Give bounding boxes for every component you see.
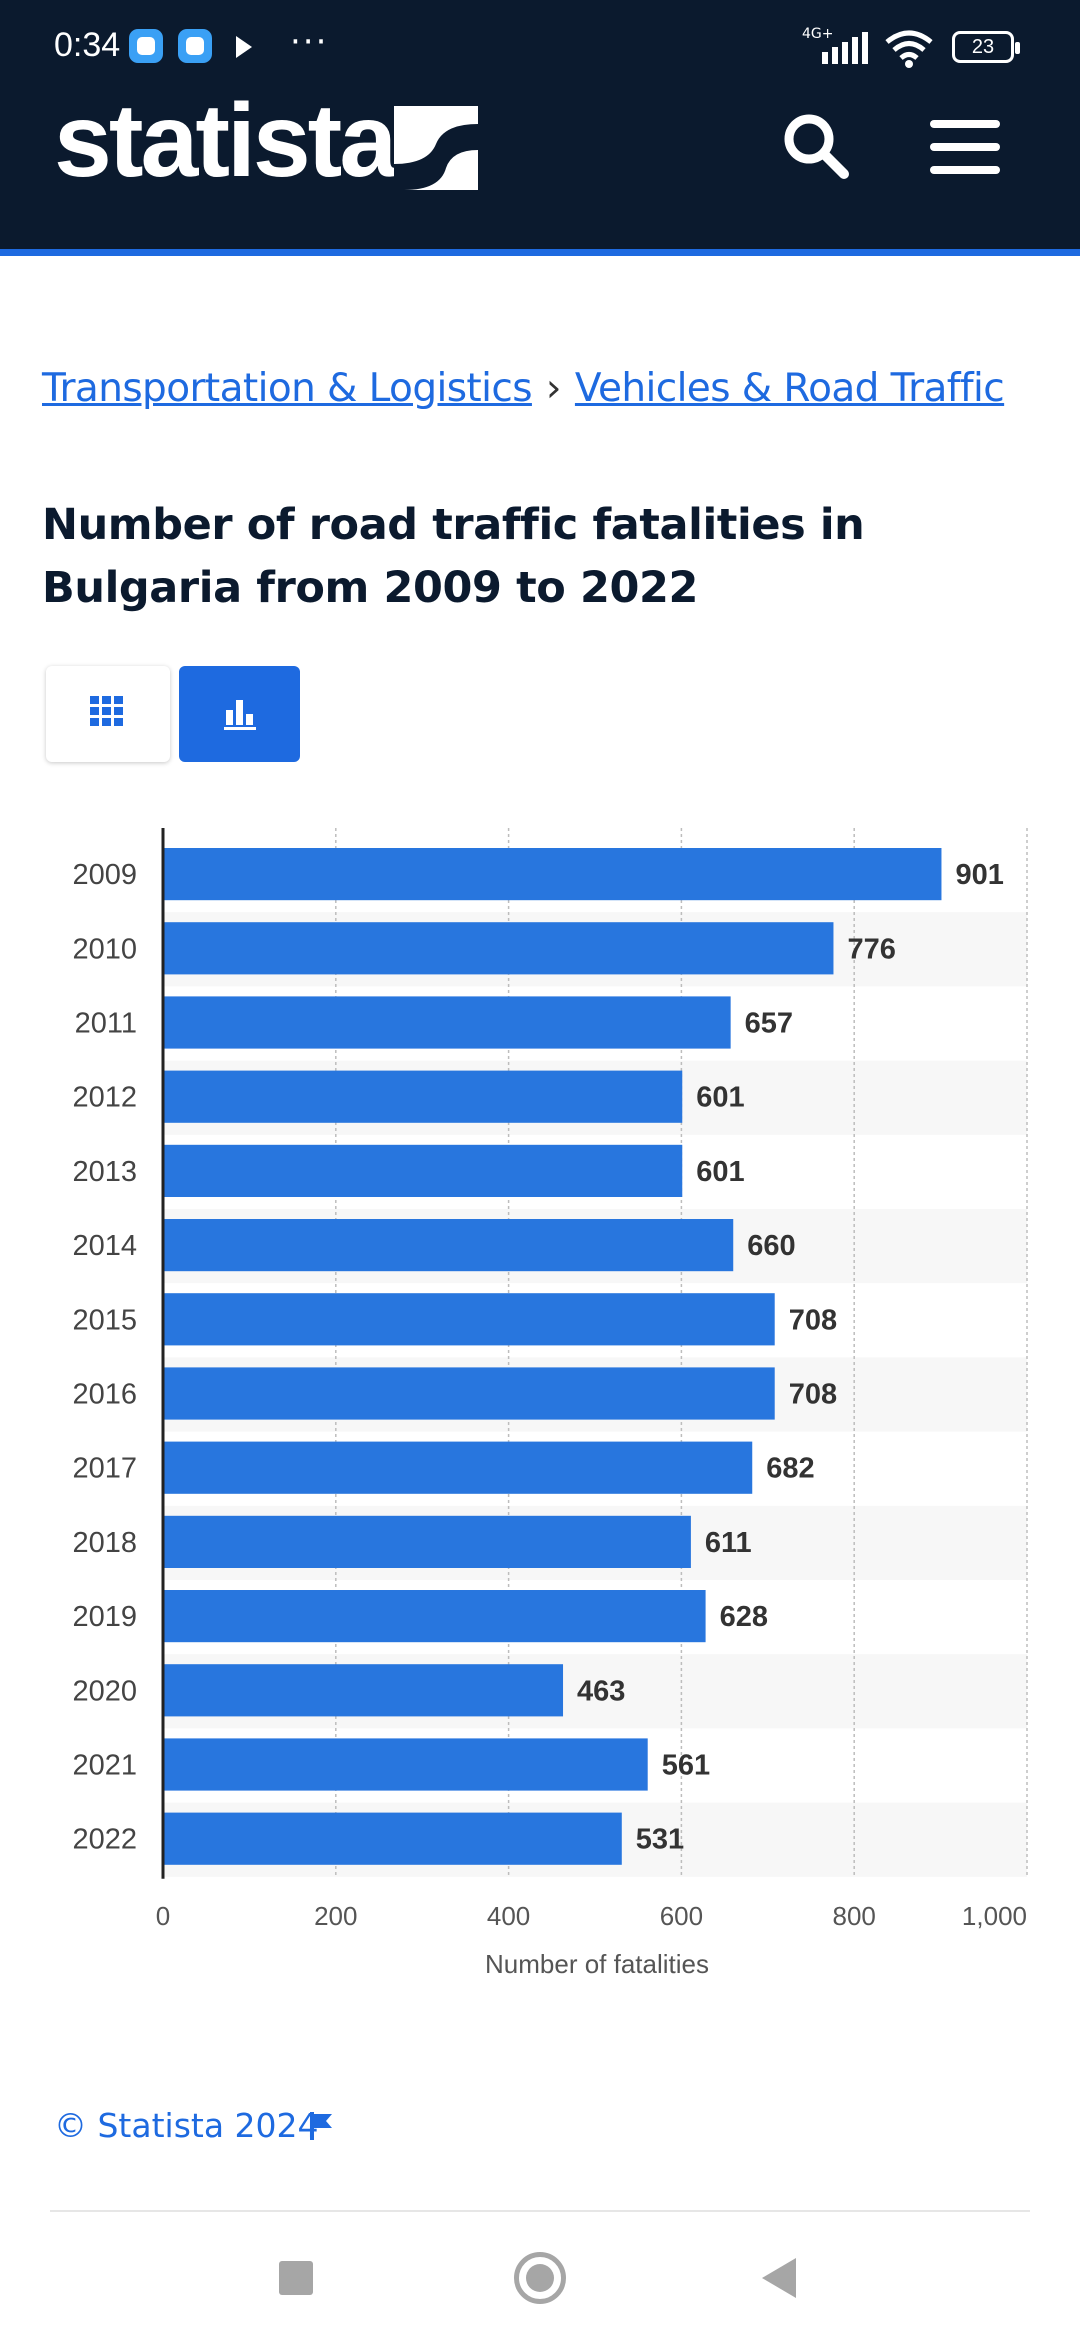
category-label: 2019: [72, 1601, 137, 1633]
bar: [163, 1144, 683, 1197]
category-label: 2021: [72, 1750, 137, 1782]
data-label: 657: [745, 1008, 793, 1040]
statista-logo[interactable]: statista: [54, 83, 397, 199]
play-icon: [236, 36, 252, 58]
breadcrumb: Transportation & Logistics › Vehicles & Ro…: [42, 366, 1005, 411]
tick-label: 200: [314, 1901, 357, 1931]
flag-icon[interactable]: [310, 2112, 332, 2140]
notification-app-icon: [129, 29, 163, 63]
category-label: 2010: [72, 933, 137, 965]
network-type: 4G+: [802, 26, 834, 42]
tick-label: 800: [833, 1901, 876, 1931]
status-time: 0:34: [54, 26, 121, 64]
bar: [163, 1441, 753, 1494]
bar: [163, 1812, 622, 1865]
bar: [163, 1367, 775, 1420]
page-title: Number of road traffic fatalities in Bul…: [42, 500, 865, 613]
tick-label: 0: [156, 1901, 170, 1931]
category-label: 2012: [72, 1082, 137, 1114]
statista-logo-icon: [394, 106, 478, 190]
back-button[interactable]: [762, 2258, 796, 2298]
data-label: 628: [720, 1601, 768, 1633]
data-label: 660: [747, 1230, 795, 1262]
menu-icon[interactable]: [930, 120, 1000, 174]
bar: [163, 996, 731, 1049]
grid-icon: [90, 696, 123, 726]
search-icon[interactable]: [780, 110, 852, 182]
data-label: 463: [577, 1675, 625, 1707]
tick-label: 600: [660, 1901, 703, 1931]
breadcrumb-link-vehicles[interactable]: Vehicles & Road Traffic: [574, 366, 1005, 411]
tick-label: 1,000: [962, 1901, 1027, 1931]
data-label: 601: [696, 1082, 744, 1114]
bar: [163, 1219, 734, 1272]
bar: [163, 922, 834, 975]
breadcrumb-separator: ›: [545, 366, 562, 411]
data-label: 561: [662, 1750, 710, 1782]
category-label: 2017: [72, 1453, 137, 1485]
data-label: 682: [766, 1453, 814, 1485]
bar: [163, 1293, 775, 1346]
chart-view-button[interactable]: [179, 666, 300, 762]
data-label: 531: [636, 1824, 684, 1856]
tick-label: 400: [487, 1901, 530, 1931]
bar-chart: 2009 901 2010 776 2011 657 2012 601 2013 601 2014 6…: [0, 820, 1080, 1990]
category-label: 2015: [72, 1304, 137, 1336]
copyright-link[interactable]: © Statista 2024: [54, 2106, 319, 2145]
x-axis-title: Number of fatalities: [485, 1949, 709, 1979]
category-label: 2018: [72, 1527, 137, 1559]
status-bar: 0:34 ··· 4G+ 23: [0, 0, 1080, 96]
bar-chart-icon: [224, 700, 256, 730]
bar: [163, 1515, 691, 1568]
battery-indicator: 23: [952, 31, 1020, 63]
category-label: 2022: [72, 1824, 137, 1856]
table-view-button[interactable]: [46, 666, 170, 762]
data-label: 776: [847, 933, 895, 965]
data-label: 601: [696, 1156, 744, 1188]
home-button[interactable]: [514, 2252, 566, 2304]
bar: [163, 1738, 648, 1791]
category-label: 2016: [72, 1379, 137, 1411]
breadcrumb-link-transportation[interactable]: Transportation & Logistics: [42, 366, 533, 411]
bar: [163, 1664, 564, 1717]
app-header: 0:34 ··· 4G+ 23 statista: [0, 0, 1080, 256]
bar: [163, 1590, 706, 1643]
data-label: 611: [705, 1527, 752, 1559]
more-notifications-icon: ···: [290, 22, 329, 62]
category-label: 2020: [72, 1675, 137, 1707]
signal-icon: [822, 32, 868, 64]
category-label: 2011: [75, 1008, 137, 1040]
recent-apps-button[interactable]: [279, 2261, 313, 2295]
wifi-icon: [885, 30, 933, 68]
category-label: 2009: [72, 859, 137, 891]
footer-divider: [50, 2210, 1030, 2212]
chart-canvas: 2009 901 2010 776 2011 657 2012 601 2013 601 2014 6…: [72, 828, 1028, 1979]
data-label: 708: [789, 1379, 837, 1411]
bar: [163, 848, 942, 901]
data-label: 901: [955, 859, 1003, 891]
notification-app-icon: [178, 29, 212, 63]
bar: [163, 1070, 683, 1123]
system-nav-bar: [0, 2212, 1080, 2340]
data-label: 708: [789, 1304, 837, 1336]
category-label: 2014: [72, 1230, 137, 1262]
category-label: 2013: [72, 1156, 137, 1188]
